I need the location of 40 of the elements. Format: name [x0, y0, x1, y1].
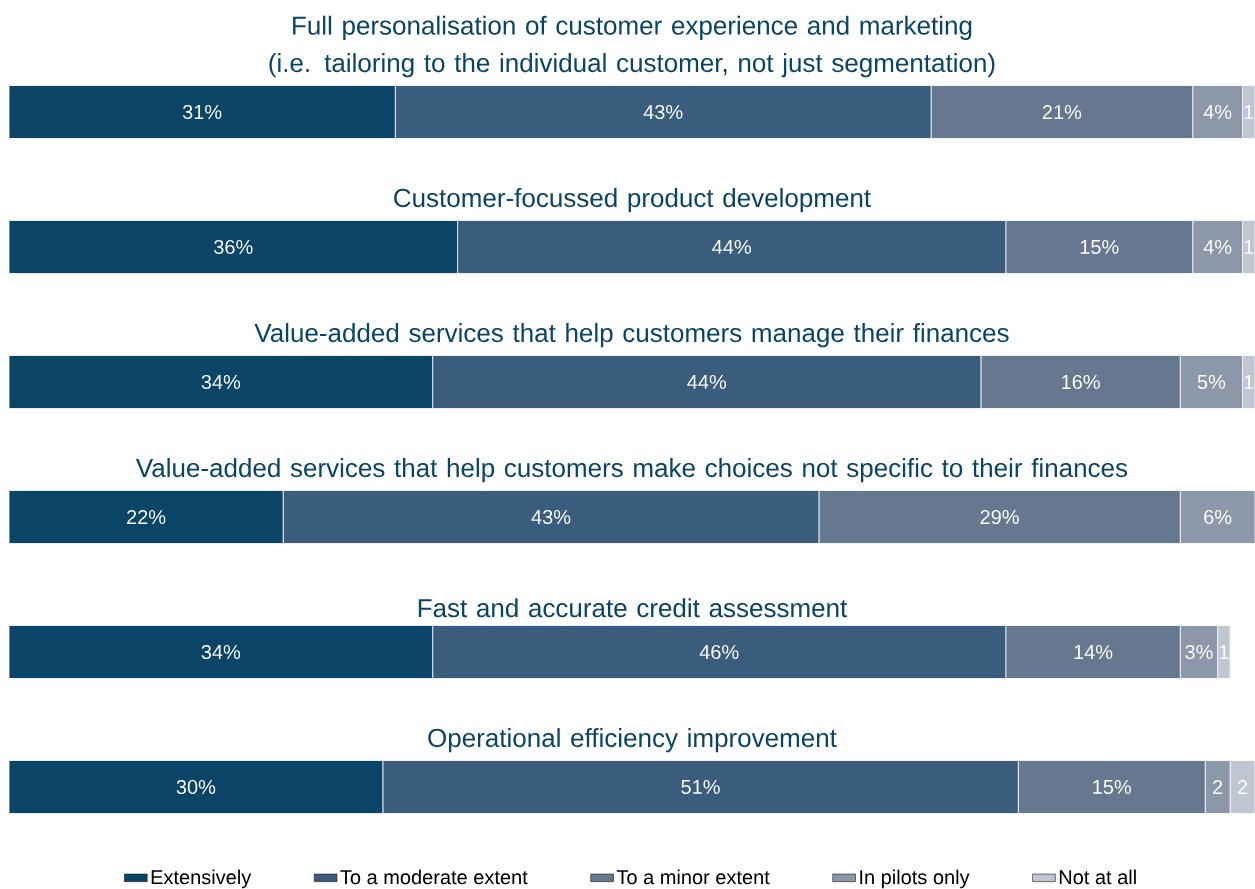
legend-label: To a moderate extent — [340, 869, 528, 885]
data-label: 15% — [1093, 779, 1132, 795]
y-tick-label: Full personalisation of customer experience and marketing (i.e. tailoring to the individual customer, not just segmentation) — [269, 15, 995, 78]
data-label: 30% — [176, 779, 216, 795]
data-label: 34% — [201, 644, 241, 660]
data-label: 22% — [127, 509, 166, 525]
data-label: 44% — [712, 240, 751, 254]
data-label: 29% — [980, 509, 1019, 525]
data-label: 5% — [1197, 374, 1226, 390]
y-tick-label: Fast and accurate credit assessment — [418, 598, 848, 618]
data-label: 4% — [1203, 240, 1232, 254]
data-label: 21% — [1042, 104, 1082, 120]
legend-label: Not at all — [1059, 869, 1136, 885]
legend-label: To a minor extent — [616, 869, 770, 885]
y-tick-label: Operational efficiency improvement — [428, 728, 837, 753]
legend-label: In pilots only — [860, 869, 970, 889]
data-label: 1 — [1244, 105, 1254, 119]
data-label: 1 — [1244, 240, 1254, 254]
data-label: 4% — [1203, 105, 1232, 119]
data-label: 15% — [1080, 239, 1119, 255]
data-label: 6% — [1204, 509, 1232, 525]
data-label: 51% — [681, 779, 720, 795]
data-label: 36% — [214, 239, 253, 255]
data-label: 43% — [531, 509, 571, 525]
data-label: 16% — [1062, 374, 1100, 390]
legend-label: Extensively — [151, 869, 252, 889]
data-label: 14% — [1074, 645, 1113, 659]
data-label: 2 — [1238, 780, 1248, 794]
data-label: 46% — [699, 644, 739, 660]
data-label: 44% — [687, 375, 727, 389]
data-label: 43% — [643, 104, 683, 120]
y-tick-label: Customer-focussed product development — [394, 188, 871, 213]
data-label: 3% — [1185, 644, 1213, 660]
data-label: 31% — [182, 104, 222, 120]
data-label: 1 — [1244, 375, 1254, 389]
data-label: 2 — [1213, 780, 1223, 794]
data-label: 1 — [1219, 645, 1229, 659]
y-tick-label: Value-added services that help customers manage their finances — [254, 323, 1009, 348]
y-tick-label: Value-added services that help customers make choices not specific to their finances — [135, 458, 1128, 483]
data-label: 34% — [201, 374, 241, 390]
